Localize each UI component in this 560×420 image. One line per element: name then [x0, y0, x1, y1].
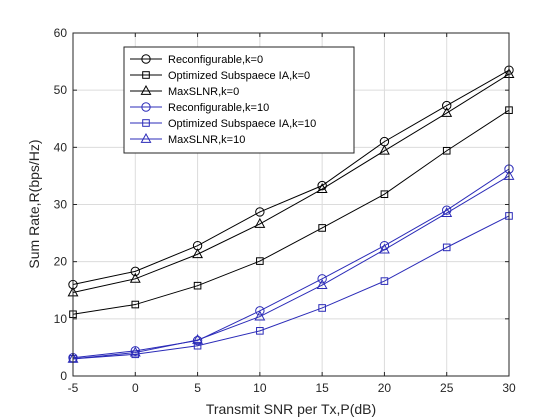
- x-tick-label: 25: [440, 381, 454, 395]
- square-marker: [442, 243, 451, 252]
- square-marker: [131, 300, 140, 309]
- x-tick-label: 10: [253, 381, 267, 395]
- circle-marker: [141, 54, 151, 64]
- triangle-marker: [441, 106, 453, 117]
- x-axis-label: Transmit SNR per Tx,P(dB): [206, 401, 376, 417]
- y-tick-label: 30: [54, 198, 68, 212]
- triangle-marker: [192, 333, 204, 344]
- square-marker: [380, 277, 389, 285]
- series-line: [72, 73, 510, 294]
- y-tick-label: 50: [54, 83, 68, 97]
- series-layer: [67, 65, 515, 363]
- triangle-marker: [254, 217, 266, 228]
- square-marker: [142, 119, 150, 127]
- square-marker: [442, 146, 451, 155]
- square-marker: [142, 71, 150, 79]
- triangle-marker: [254, 310, 266, 321]
- square-marker: [193, 341, 202, 350]
- legend-entry: Reconfigurable,k=10: [130, 102, 269, 114]
- square-marker: [256, 327, 264, 335]
- y-tick-label: 60: [54, 26, 68, 40]
- x-tick-label: -5: [68, 381, 79, 395]
- triangle-marker: [192, 248, 204, 259]
- legend-entry: Optimized Subspaece IA,k=10: [130, 118, 316, 130]
- triangle-marker: [140, 132, 152, 143]
- triangle-marker: [441, 207, 453, 217]
- circle-marker: [255, 207, 265, 217]
- legend-label: Optimized Subspaece IA,k=0: [168, 70, 310, 82]
- y-tick-label: 10: [54, 312, 68, 326]
- circle-marker: [255, 306, 265, 316]
- legend: Reconfigurable,k=0 Optimized Subspaece IA…: [123, 46, 355, 154]
- y-tick-label: 40: [54, 140, 68, 154]
- y-tick-label: 20: [54, 255, 68, 269]
- legend-label: Reconfigurable,k=10: [168, 102, 269, 114]
- legend-label: MaxSLNR,k=0: [168, 86, 239, 98]
- square-marker: [318, 224, 326, 232]
- triangle-marker: [129, 272, 141, 283]
- legend-entry: Reconfigurable,k=0: [130, 54, 263, 66]
- series-line: [72, 69, 510, 286]
- x-tick-label: 5: [194, 381, 201, 395]
- circle-marker: [141, 102, 151, 112]
- series-line: [72, 215, 510, 360]
- legend-label: MaxSLNR,k=10: [168, 134, 245, 146]
- series-line: [72, 175, 510, 360]
- circle-marker: [317, 274, 327, 284]
- legend-label: Optimized Subspaece IA,k=10: [168, 118, 316, 130]
- circle-marker: [130, 266, 140, 277]
- triangle-marker: [378, 243, 390, 254]
- triangle-marker: [140, 84, 152, 95]
- square-marker: [256, 257, 264, 265]
- legend-label: Reconfigurable,k=0: [168, 54, 263, 66]
- triangle-marker: [378, 144, 390, 155]
- y-tick-label: 0: [60, 369, 67, 383]
- circle-marker: [317, 180, 327, 191]
- circle-marker: [442, 100, 452, 111]
- x-tick-label: 0: [132, 381, 139, 395]
- square-marker: [318, 304, 326, 312]
- square-marker: [380, 190, 389, 199]
- legend-box: [123, 46, 355, 154]
- series-line: [72, 168, 510, 359]
- triangle-marker: [316, 183, 328, 193]
- legend-entry: MaxSLNR,k=10: [130, 132, 245, 146]
- series-line: [72, 109, 510, 315]
- triangle-marker: [316, 279, 328, 290]
- square-marker: [193, 281, 202, 290]
- triangle-marker: [129, 346, 141, 357]
- x-tick-label: 20: [378, 381, 392, 395]
- series-2: [67, 68, 515, 297]
- x-tick-label: 30: [502, 381, 516, 395]
- series-5: [67, 169, 515, 363]
- legend-entry: Optimized Subspaece IA,k=0: [130, 70, 310, 82]
- legend-entry: MaxSLNR,k=0: [130, 84, 239, 98]
- x-tick-label: 15: [315, 381, 329, 395]
- y-axis-label: Sum Rate,R(bps/Hz): [26, 139, 42, 268]
